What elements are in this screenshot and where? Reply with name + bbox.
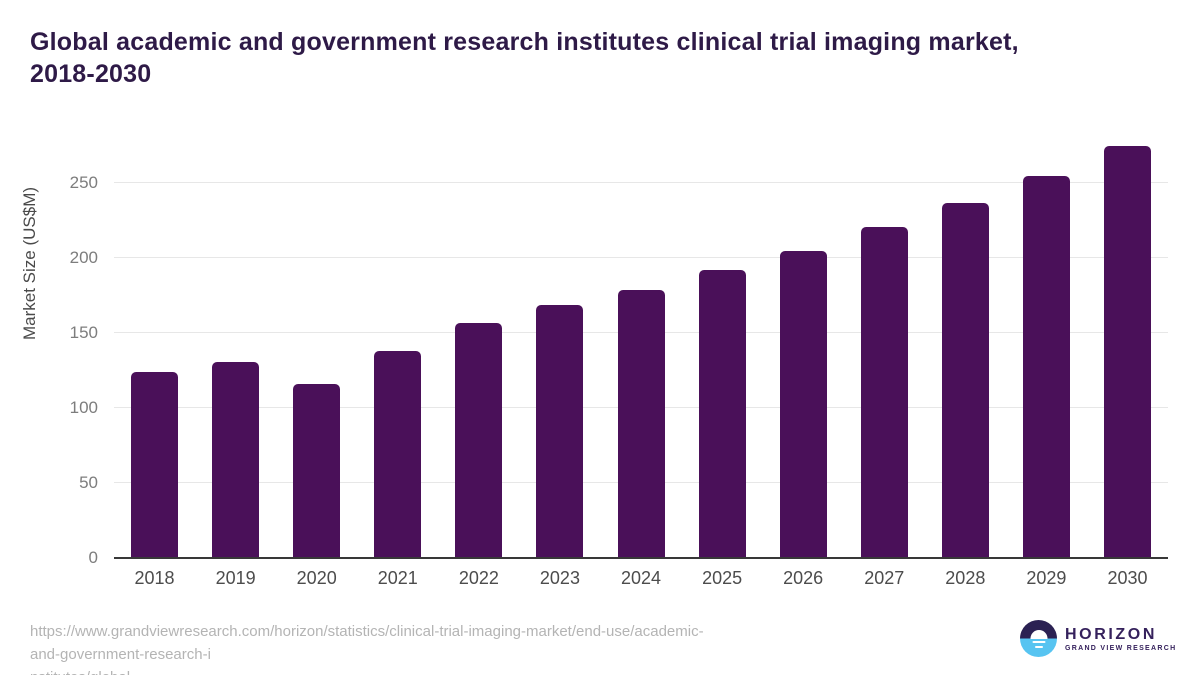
bar-chart-plot-area [114, 138, 1168, 559]
bar-2029[interactable] [1022, 175, 1070, 558]
bar-2020[interactable] [293, 384, 341, 558]
bar-slot-2027 [844, 138, 925, 558]
bar-2028[interactable] [941, 202, 989, 558]
chart-title: Global academic and government research … [30, 26, 1019, 90]
bar-slot-2018 [114, 138, 195, 558]
bar-slot-2022 [438, 138, 519, 558]
x-tick-label-2026: 2026 [783, 568, 824, 588]
source-url-line-1: https://www.grandviewresearch.com/horizo… [30, 623, 704, 663]
x-tick-label-2024: 2024 [620, 568, 662, 588]
source-url: https://www.grandviewresearch.com/horizo… [30, 620, 710, 675]
gridline-250 [114, 182, 1168, 183]
bar-2019[interactable] [212, 361, 260, 558]
bar-2024[interactable] [617, 289, 665, 558]
x-tick-label-2019: 2019 [215, 568, 256, 588]
sun-dome-icon [1030, 629, 1047, 639]
x-tick-label-2022: 2022 [458, 568, 499, 588]
bar-slot-2026 [763, 138, 844, 558]
bar-slot-2023 [519, 138, 600, 558]
bar-2022[interactable] [455, 322, 503, 558]
bar-2018[interactable] [131, 372, 179, 558]
bar-2026[interactable] [779, 250, 827, 558]
x-tick-label-2027: 2027 [864, 568, 905, 588]
x-axis-tick-labels: 2018 2019 2020 2021 2022 2023 2024 2025 2026 2027… [114, 568, 1168, 589]
y-tick-label-50: 50 [79, 473, 98, 492]
bar-slot-2028 [925, 138, 1006, 558]
x-tick-label-2028: 2028 [945, 568, 986, 588]
y-tick-label-0: 0 [88, 548, 98, 567]
bar-slot-2019 [195, 138, 276, 558]
y-axis-tick-labels: 0 50 100 150 200 250 [0, 138, 98, 566]
y-tick-label-100: 100 [69, 398, 98, 417]
x-tick-label-2018: 2018 [134, 568, 175, 588]
bar-slot-2030 [1087, 138, 1168, 558]
bar-slot-2021 [357, 138, 438, 558]
bar-2023[interactable] [536, 304, 584, 558]
horizon-logo: HORIZON GRAND VIEW RESEARCH [1020, 620, 1176, 657]
horizon-reflection-line-icon [1034, 645, 1043, 648]
logo-sub-brand-name: GRAND VIEW RESEARCH [1065, 644, 1177, 652]
bar-series [114, 138, 1168, 558]
bar-slot-2024 [600, 138, 681, 558]
x-tick-label-2030: 2030 [1107, 568, 1148, 588]
chart-title-line-1: Global academic and government research … [30, 28, 1019, 56]
x-tick-label-2025: 2025 [702, 568, 743, 588]
y-tick-label-150: 150 [69, 323, 98, 342]
bar-2027[interactable] [860, 226, 908, 558]
bar-2025[interactable] [698, 270, 746, 558]
logo-brand-name: HORIZON [1065, 625, 1157, 643]
chart-title-line-2: 2018-2030 [30, 60, 152, 88]
bar-2021[interactable] [374, 351, 422, 558]
gridline-200 [114, 257, 1168, 258]
x-axis-line [114, 557, 1168, 559]
x-tick-label-2029: 2029 [1026, 568, 1067, 588]
horizon-logo-icon [1020, 620, 1057, 657]
bar-slot-2025 [682, 138, 763, 558]
horizon-reflection-line-icon [1032, 640, 1045, 643]
y-tick-label-250: 250 [69, 173, 98, 192]
horizon-logo-text: HORIZON GRAND VIEW RESEARCH [1065, 626, 1176, 652]
bar-slot-2029 [1006, 138, 1087, 558]
x-tick-label-2020: 2020 [296, 568, 337, 588]
x-tick-label-2021: 2021 [377, 568, 418, 588]
bar-slot-2020 [276, 138, 357, 558]
bar-2030[interactable] [1103, 145, 1151, 558]
x-tick-label-2023: 2023 [539, 568, 580, 588]
y-tick-label-200: 200 [69, 248, 98, 267]
source-url-line-2: nstitutes/global [30, 666, 710, 675]
